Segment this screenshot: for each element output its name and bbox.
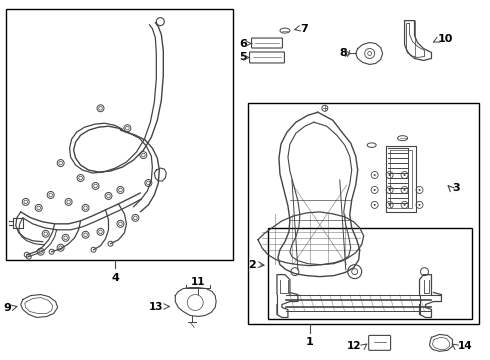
Text: 10: 10 xyxy=(438,33,453,44)
Text: 1: 1 xyxy=(306,337,314,347)
Circle shape xyxy=(418,189,420,191)
Text: 11: 11 xyxy=(191,276,205,287)
Circle shape xyxy=(404,174,406,176)
Text: 4: 4 xyxy=(112,273,120,283)
Circle shape xyxy=(374,204,376,206)
Text: 7: 7 xyxy=(300,24,308,33)
Circle shape xyxy=(418,204,420,206)
Circle shape xyxy=(389,174,391,176)
Text: 12: 12 xyxy=(347,341,362,351)
Circle shape xyxy=(374,189,376,191)
Circle shape xyxy=(374,174,376,176)
Text: 13: 13 xyxy=(149,302,163,311)
Circle shape xyxy=(404,189,406,191)
Text: 8: 8 xyxy=(339,49,347,58)
Bar xyxy=(6,9,233,260)
Text: 14: 14 xyxy=(457,341,472,351)
Circle shape xyxy=(404,204,406,206)
Bar xyxy=(248,103,479,324)
Circle shape xyxy=(389,204,391,206)
Text: 2: 2 xyxy=(248,260,256,270)
Text: 6: 6 xyxy=(239,39,247,49)
Circle shape xyxy=(389,189,391,191)
Bar xyxy=(268,228,472,319)
Text: 5: 5 xyxy=(240,53,247,63)
Text: 3: 3 xyxy=(452,183,460,193)
Text: 9: 9 xyxy=(3,302,11,312)
